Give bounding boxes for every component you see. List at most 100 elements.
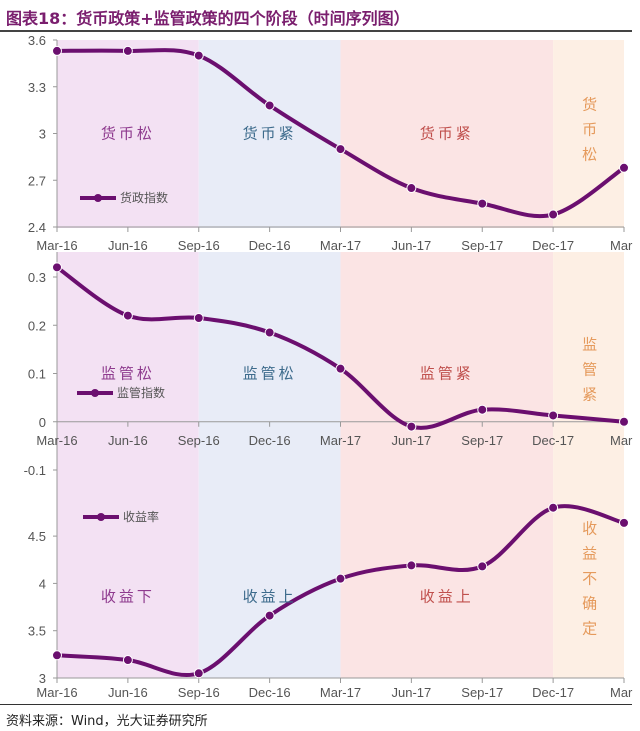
data-point <box>52 45 62 56</box>
data-point <box>264 610 275 621</box>
data-point <box>548 410 559 421</box>
x-tick-label: Sep-16 <box>178 238 220 253</box>
x-tick-label: Mar <box>610 685 633 700</box>
data-point <box>548 502 559 513</box>
data-point <box>477 404 488 415</box>
y-tick-label: 3.5 <box>28 624 46 639</box>
phase-label-vertical: 监管紧 <box>580 336 599 411</box>
x-tick-label: Dec-16 <box>249 238 291 253</box>
legend-marker <box>91 389 99 397</box>
x-tick-label: Sep-17 <box>461 433 503 448</box>
phase-band <box>553 252 624 488</box>
y-tick-label: 3.3 <box>28 80 46 95</box>
y-tick-label: 0.3 <box>28 270 46 285</box>
phase-label: 收益上 <box>419 587 474 605</box>
phase-band <box>57 488 199 678</box>
data-point <box>406 183 417 194</box>
data-point <box>477 198 488 209</box>
data-point <box>264 100 275 111</box>
phase-band <box>340 488 554 678</box>
y-tick-label: 0 <box>39 415 46 430</box>
x-tick-label: Dec-17 <box>532 238 574 253</box>
phase-label: 监管松 <box>242 364 297 382</box>
data-point <box>122 45 133 56</box>
x-tick-label: Sep-16 <box>178 433 220 448</box>
x-tick-label: Sep-17 <box>461 238 503 253</box>
x-tick-label: Jun-16 <box>108 238 148 253</box>
data-point <box>548 209 559 220</box>
y-tick-label: -0.1 <box>24 463 46 478</box>
x-tick-label: Sep-17 <box>461 685 503 700</box>
data-point <box>122 310 133 321</box>
x-tick-label: Mar-17 <box>320 238 361 253</box>
phase-band <box>57 252 199 488</box>
x-tick-label: Jun-17 <box>392 433 432 448</box>
data-point <box>52 650 62 661</box>
legend-label: 货政指数 <box>120 190 168 205</box>
x-tick-label: Mar-17 <box>320 685 361 700</box>
data-point <box>619 416 629 427</box>
y-tick-label: 0.2 <box>28 318 46 333</box>
x-tick-label: Mar-16 <box>36 685 77 700</box>
legend-marker <box>97 513 105 521</box>
x-tick-label: Sep-16 <box>178 685 220 700</box>
phase-label: 监管紧 <box>419 364 474 382</box>
y-tick-label: 3.6 <box>28 33 46 48</box>
source-note: 资料来源：Wind，光大证券研究所 <box>6 714 208 729</box>
x-tick-label: Jun-17 <box>392 238 432 253</box>
data-point <box>619 162 629 173</box>
data-point <box>406 421 417 432</box>
data-point <box>335 573 346 584</box>
data-point <box>335 144 346 155</box>
data-point <box>193 50 204 61</box>
legend-marker <box>94 194 102 202</box>
x-tick-label: Mar <box>610 238 633 253</box>
data-point <box>264 327 275 338</box>
y-tick-label: 3 <box>39 671 46 686</box>
data-point <box>193 668 204 679</box>
data-point <box>619 517 629 528</box>
x-tick-label: Dec-16 <box>249 433 291 448</box>
title-divider <box>0 30 632 32</box>
x-tick-label: Mar-16 <box>36 433 77 448</box>
phase-label: 监管松 <box>100 364 155 382</box>
x-tick-label: Dec-16 <box>249 685 291 700</box>
phase-label-vertical: 货币松 <box>580 96 599 171</box>
x-tick-label: Jun-16 <box>108 685 148 700</box>
phase-band <box>198 252 341 488</box>
phase-label: 货币紧 <box>419 124 474 142</box>
y-tick-label: 4 <box>39 576 46 591</box>
phase-label: 货币紧 <box>242 124 297 142</box>
y-tick-label: 4.5 <box>28 529 46 544</box>
phase-band <box>340 252 554 488</box>
data-point <box>335 363 346 374</box>
data-point <box>193 313 204 324</box>
data-point <box>122 655 133 666</box>
source-divider <box>0 704 632 705</box>
y-tick-label: 2.4 <box>28 220 46 235</box>
x-tick-label: Jun-17 <box>392 685 432 700</box>
figure-title: 图表18：货币政策+监管政策的四个阶段（时间序列图） <box>6 9 410 28</box>
legend-label: 收益率 <box>123 509 159 524</box>
panel-1: 3.6 3.3 3 2.7 2.4 Mar-16 Jun-16 Sep-16 Dec-16 Mar… <box>28 33 633 253</box>
phase-label-vertical: 收益不确定 <box>580 520 599 645</box>
x-tick-label: Dec-17 <box>532 685 574 700</box>
data-point <box>52 262 62 273</box>
panel-2: 0.3 0.2 0.1 0 -0.1 Mar-16 Jun-16 Sep-16 Dec-16 Ma… <box>24 252 633 488</box>
phase-label: 收益上 <box>242 587 297 605</box>
legend-label: 监管指数 <box>117 385 165 400</box>
x-tick-label: Mar-16 <box>36 238 77 253</box>
y-tick-label: 2.7 <box>28 173 46 188</box>
phase-label: 货币松 <box>100 124 155 142</box>
x-tick-label: Jun-16 <box>108 433 148 448</box>
y-tick-label: 3 <box>39 127 46 142</box>
data-point <box>477 561 488 572</box>
phase-band <box>198 488 341 678</box>
x-tick-label: Dec-17 <box>532 433 574 448</box>
x-tick-label: Mar <box>610 433 633 448</box>
data-point <box>406 560 417 571</box>
phase-label: 收益下 <box>100 587 155 605</box>
